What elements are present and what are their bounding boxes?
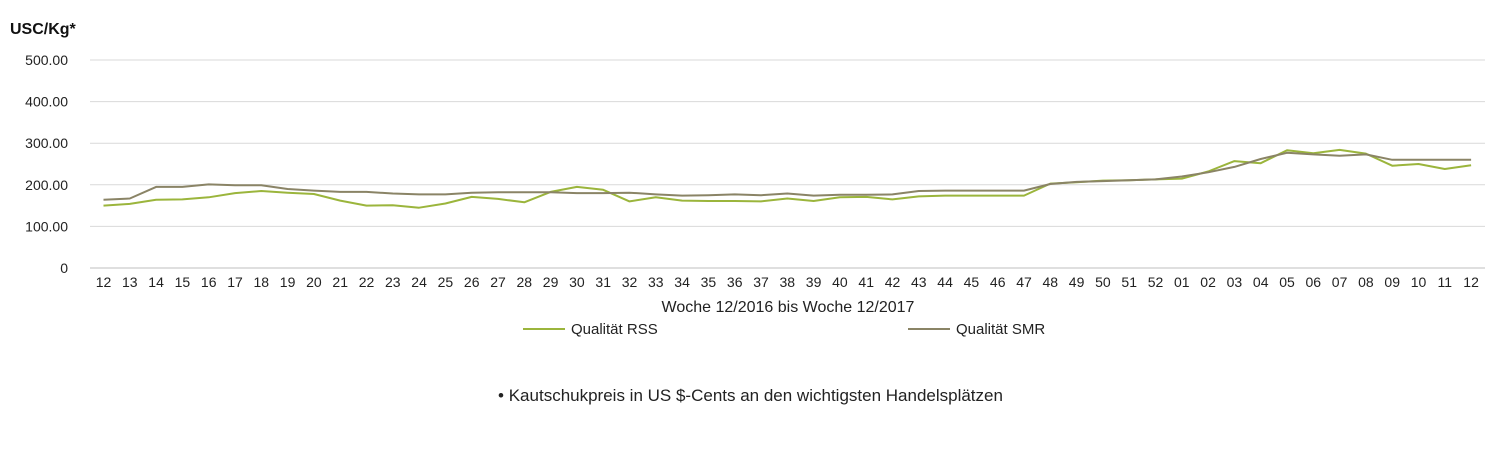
x-tick-label: 12	[96, 274, 112, 290]
x-tick-label: 04	[1253, 274, 1269, 290]
x-tick-label: 08	[1358, 274, 1374, 290]
x-tick-label: 39	[806, 274, 822, 290]
x-tick-label: 45	[964, 274, 980, 290]
legend-label-smr: Qualität SMR	[956, 321, 1045, 338]
x-tick-label: 34	[674, 274, 690, 290]
y-axis-unit-label: USC/Kg*	[10, 21, 77, 38]
y-tick-label: 300.00	[25, 135, 68, 151]
x-tick-label: 09	[1384, 274, 1400, 290]
x-tick-label: 17	[227, 274, 243, 290]
x-tick-label: 13	[122, 274, 138, 290]
x-axis-title: Woche 12/2016 bis Woche 12/2017	[662, 299, 915, 316]
x-tick-label: 28	[517, 274, 533, 290]
x-tick-label: 19	[280, 274, 296, 290]
x-tick-label: 29	[543, 274, 559, 290]
x-tick-label: 46	[990, 274, 1006, 290]
series-lines	[103, 148, 1472, 209]
x-tick-label: 50	[1095, 274, 1111, 290]
x-tick-label: 20	[306, 274, 322, 290]
x-tick-label: 40	[832, 274, 848, 290]
legend: Qualität RSS Qualität SMR	[523, 321, 1045, 338]
x-tick-label: 42	[885, 274, 901, 290]
x-tick-label: 44	[937, 274, 953, 290]
x-tick-label: 30	[569, 274, 585, 290]
x-tick-label: 24	[411, 274, 427, 290]
x-tick-label: 23	[385, 274, 401, 290]
y-tick-label: 0	[60, 260, 68, 276]
x-tick-label: 05	[1279, 274, 1295, 290]
x-tick-label: 38	[780, 274, 796, 290]
x-tick-label: 33	[648, 274, 664, 290]
x-tick-label: 49	[1069, 274, 1085, 290]
x-tick-label: 18	[254, 274, 270, 290]
x-tick-label: 43	[911, 274, 927, 290]
x-tick-label: 14	[148, 274, 164, 290]
x-tick-label: 32	[622, 274, 638, 290]
x-tick-label: 41	[858, 274, 874, 290]
x-tick-label: 01	[1174, 274, 1190, 290]
x-tick-label: 07	[1332, 274, 1348, 290]
x-tick-label: 02	[1200, 274, 1216, 290]
x-tick-label: 26	[464, 274, 480, 290]
x-tick-label: 31	[595, 274, 611, 290]
x-tick-label: 25	[438, 274, 454, 290]
x-tick-label: 37	[753, 274, 769, 290]
x-tick-label: 16	[201, 274, 217, 290]
x-tick-label: 27	[490, 274, 506, 290]
series-line-rss	[103, 148, 1472, 209]
x-tick-label: 52	[1148, 274, 1164, 290]
x-tick-label: 36	[727, 274, 743, 290]
x-tick-label: 48	[1043, 274, 1059, 290]
x-tick-label: 47	[1016, 274, 1032, 290]
x-tick-labels: 12 13 14 15 16 17 18 19 20 21 22 23 24 25 26 27 28 29 30 31…	[96, 274, 1479, 290]
y-tick-labels: 0 100.00 200.00 300.00 400.00 500.00	[25, 52, 68, 276]
legend-label-rss: Qualität RSS	[571, 321, 658, 338]
x-tick-label: 12	[1463, 274, 1479, 290]
x-tick-label: 21	[332, 274, 348, 290]
x-tick-label: 22	[359, 274, 375, 290]
chart-caption: • Kautschukpreis in US $-Cents an den wi…	[498, 386, 1003, 405]
gridlines	[90, 59, 1485, 269]
x-tick-label: 11	[1438, 274, 1453, 290]
y-tick-label: 200.00	[25, 177, 68, 193]
x-tick-label: 03	[1227, 274, 1243, 290]
x-tick-label: 15	[175, 274, 191, 290]
x-tick-label: 10	[1411, 274, 1427, 290]
series-line-smr	[103, 151, 1472, 201]
y-tick-label: 400.00	[25, 94, 68, 110]
y-tick-label: 500.00	[25, 52, 68, 68]
x-tick-label: 06	[1306, 274, 1322, 290]
x-tick-label: 51	[1121, 274, 1137, 290]
y-tick-label: 100.00	[25, 218, 68, 234]
x-tick-label: 35	[701, 274, 717, 290]
